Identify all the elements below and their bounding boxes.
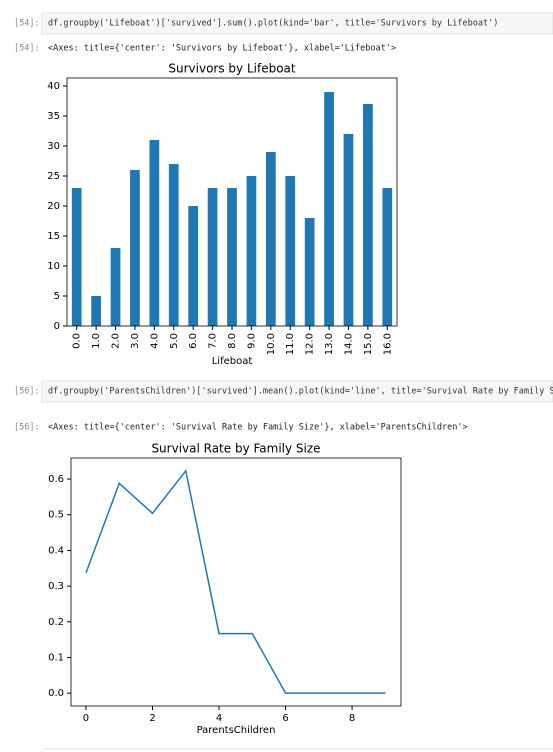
- bar: [110, 247, 121, 326]
- y-tick-label: 0.0: [48, 688, 64, 699]
- bar: [363, 103, 373, 327]
- bar: [382, 187, 393, 326]
- plot-frame: [66, 77, 398, 327]
- x-tick-label: 0: [83, 713, 89, 724]
- y-tick-label: 0.6: [48, 474, 64, 485]
- x-axis-label: Lifeboat: [212, 356, 253, 367]
- bar: [285, 175, 296, 326]
- out-prompt: [54]:: [14, 44, 40, 54]
- bar: [304, 217, 315, 326]
- bar: [91, 295, 101, 326]
- bar: [265, 151, 276, 326]
- x-tick-label: 7.0: [208, 333, 219, 349]
- x-tick-label: 16.0: [382, 333, 393, 355]
- y-tick-label: 0.2: [48, 617, 64, 628]
- y-tick-label: 10: [47, 261, 60, 272]
- bar: [130, 169, 140, 326]
- chart-title: Survivors by Lifeboat: [168, 62, 296, 76]
- x-axis-label: ParentsChildren: [197, 725, 276, 736]
- x-tick-label: 14.0: [343, 333, 354, 355]
- x-tick-label: 5.0: [169, 333, 180, 349]
- x-tick-label: 10.0: [266, 333, 277, 355]
- code-cell[interactable]: [41, 380, 553, 403]
- y-tick-label: 30: [47, 141, 60, 152]
- bar: [207, 187, 218, 326]
- in-prompt: [54]:: [14, 19, 40, 29]
- y-tick-label: 0.1: [48, 652, 64, 663]
- x-tick-label: 4.0: [149, 333, 160, 349]
- x-tick-label: 2.0: [111, 333, 122, 349]
- y-tick-label: 20: [47, 201, 60, 212]
- in-prompt: [56]:: [14, 387, 40, 397]
- y-tick-label: 15: [47, 231, 60, 242]
- x-tick-label: 1.0: [91, 333, 102, 349]
- y-tick-label: 40: [47, 81, 60, 92]
- x-tick-label: 0.0: [72, 333, 83, 349]
- code: df.groupby('Lifeboat')['survived'].sum()…: [48, 19, 498, 29]
- bar: [227, 187, 237, 326]
- chart-title: Survival Rate by Family Size: [151, 442, 320, 456]
- y-tick-label: 25: [47, 171, 60, 182]
- x-tick-label: 12.0: [305, 333, 316, 355]
- x-tick-label: 3.0: [130, 333, 141, 349]
- out-prompt: [56]:: [14, 423, 40, 433]
- bar: [246, 175, 257, 326]
- x-tick-label: 9.0: [246, 333, 257, 349]
- x-tick-label: 2: [149, 713, 155, 724]
- y-tick-label: 0.4: [48, 545, 64, 556]
- plot-frame: [70, 457, 402, 707]
- x-tick-label: 13.0: [324, 333, 335, 355]
- y-tick-label: 35: [47, 111, 60, 122]
- x-tick-label: 8: [349, 713, 355, 724]
- x-tick-label: 6: [282, 713, 288, 724]
- bar: [324, 91, 334, 326]
- x-tick-label: 8.0: [227, 333, 238, 349]
- bar: [168, 163, 179, 326]
- bar: [343, 133, 354, 326]
- bar: [149, 139, 160, 326]
- y-tick-label: 5: [54, 291, 60, 302]
- x-tick-label: 4: [216, 713, 222, 724]
- x-tick-label: 11.0: [285, 333, 296, 355]
- output: <Axes: title={'center': 'Survivors by Li…: [48, 44, 396, 54]
- x-tick-label: 6.0: [188, 333, 199, 349]
- code-cell[interactable]: [41, 12, 553, 35]
- line: [85, 469, 386, 694]
- y-tick-label: 0.5: [48, 510, 64, 521]
- bar: [71, 187, 82, 326]
- y-tick-label: 0.3: [48, 581, 64, 592]
- x-tick-label: 15.0: [363, 333, 374, 355]
- output: <Axes: title={'center': 'Survival Rate b…: [48, 423, 468, 433]
- code: df.groupby('ParentsChildren')['survived'…: [48, 387, 553, 397]
- bar: [188, 205, 199, 326]
- y-tick-label: 0: [54, 321, 60, 332]
